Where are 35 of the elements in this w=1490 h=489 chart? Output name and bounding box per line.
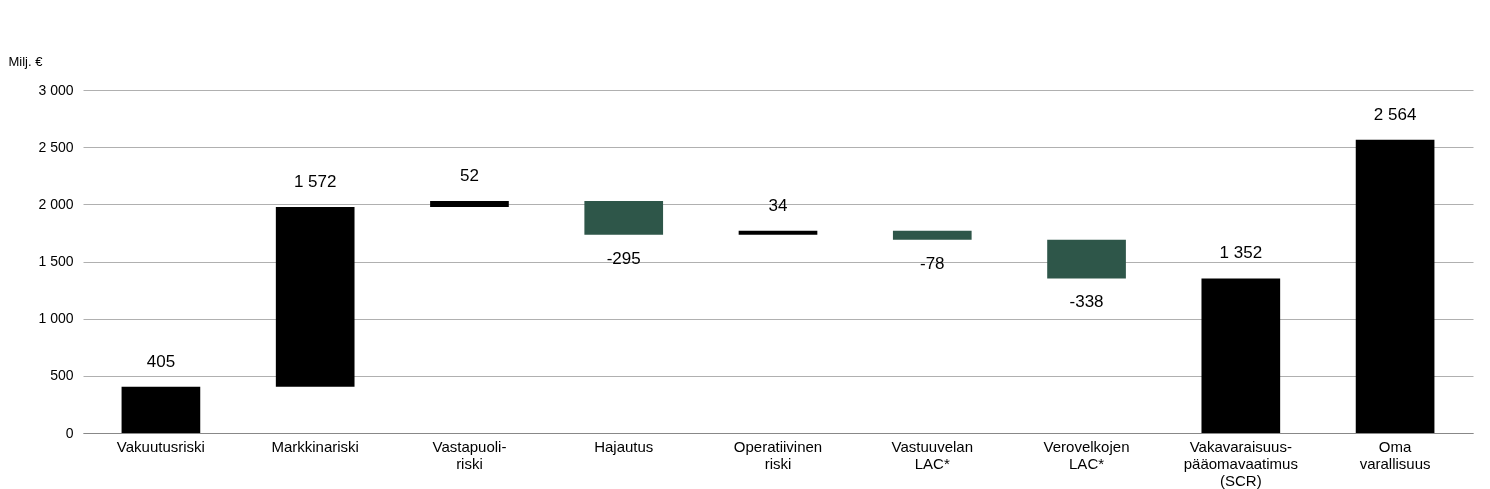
bar	[121, 386, 201, 433]
y-tick-label: 500	[50, 367, 74, 384]
y-tick-label: 2 000	[38, 195, 74, 212]
y-axis-title: Milj. €	[8, 53, 44, 69]
x-tick-label: Oma varallisuus	[1359, 437, 1431, 472]
x-tick-label: Markkinariski	[271, 437, 359, 455]
y-tick-label: 1 500	[38, 253, 74, 269]
bar	[275, 206, 355, 387]
bar	[892, 230, 972, 240]
data-label: 405	[146, 351, 176, 371]
data-label: 1 352	[1219, 243, 1263, 263]
data-label: -78	[919, 253, 945, 273]
bar	[1201, 278, 1281, 433]
bar	[430, 201, 509, 207]
x-tick-label: Verovelkojen LAC*	[1043, 437, 1130, 472]
data-label: 1 572	[293, 171, 337, 191]
y-tick-label: 2 500	[38, 138, 74, 155]
x-tick-label: Operatiivinen riski	[733, 437, 823, 472]
x-tick-label: Vakavaraisuus- pääomavaatimus (SCR)	[1183, 437, 1298, 489]
data-label: -338	[1069, 292, 1104, 312]
y-tick-label: 0	[65, 424, 74, 441]
data-label: -295	[606, 248, 641, 268]
bar	[1047, 239, 1126, 279]
y-tick-label: 3 000	[38, 81, 74, 98]
bar	[738, 230, 818, 235]
data-label: 2 564	[1373, 104, 1417, 124]
data-label: 52	[459, 166, 479, 186]
bar	[584, 201, 664, 235]
x-tick-label: Vastuuvelan LAC*	[891, 437, 973, 472]
y-tick-label: 1 000	[38, 310, 74, 327]
bar	[1355, 139, 1435, 433]
x-tick-label: Hajautus	[594, 437, 654, 455]
x-tick-label: Vakuutusriski	[116, 437, 205, 455]
data-label: 34	[768, 195, 788, 215]
x-tick-label: Vastapuoli- riski	[432, 437, 507, 472]
